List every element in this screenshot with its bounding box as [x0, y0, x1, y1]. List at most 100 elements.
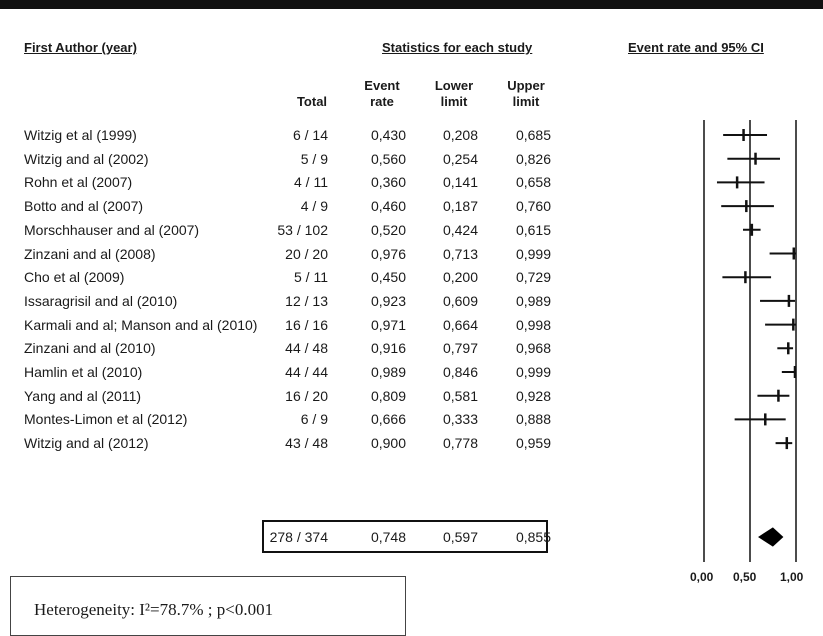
study-total: 6 / 14: [292, 127, 328, 143]
study-rate: 0,809: [370, 387, 406, 404]
study-total: 44 / 44: [285, 364, 328, 380]
event-rate-header-line1: Event: [364, 78, 400, 93]
study-author: Issaragrisil and al (2010): [24, 292, 178, 309]
table-row: Witzig and al (2012) 43 / 48 0,900 0,778 0,9…: [0, 432, 823, 454]
study-upper: 0,658: [515, 174, 551, 191]
summary-row: 278 / 374 0,748 0,597 0,855: [0, 526, 823, 548]
event-rate-ci-header: Event rate and 95% CI: [628, 40, 764, 55]
study-total: 16 / 16: [285, 316, 328, 333]
study-rate: 0,520: [370, 221, 406, 238]
study-lower: 0,609: [442, 292, 478, 309]
study-upper: 0,685: [515, 127, 551, 143]
table-row: Rohn et al (2007) 4 / 11 0,360 0,141 0,658: [0, 171, 823, 193]
study-lower: 0,141: [442, 174, 478, 191]
upper-limit-header: Upper limit: [500, 78, 552, 110]
study-rate: 0,430: [370, 127, 406, 143]
study-lower: 0,254: [442, 150, 478, 167]
study-upper: 0,729: [515, 269, 551, 286]
study-rate: 0,916: [370, 340, 406, 357]
study-lower: 0,200: [442, 269, 478, 286]
study-upper: 0,959: [515, 435, 551, 452]
study-rate: 0,460: [370, 198, 406, 215]
table-row: Montes-Limon et al (2012) 6 / 9 0,666 0,333…: [0, 408, 823, 430]
study-upper: 0,615: [515, 221, 551, 238]
study-lower: 0,797: [442, 340, 478, 357]
study-rate: 0,989: [370, 364, 406, 380]
study-rate: 0,360: [370, 174, 406, 191]
study-upper: 0,888: [515, 411, 551, 428]
study-total: 20 / 20: [285, 245, 328, 262]
study-author: Witzig et al (1999): [24, 127, 137, 143]
study-lower: 0,424: [442, 221, 478, 238]
study-author: Botto and al (2007): [24, 198, 144, 215]
study-lower: 0,581: [442, 387, 478, 404]
study-author: Yang and al (2011): [24, 387, 142, 404]
total-header: Total: [296, 94, 328, 109]
study-upper: 0,999: [515, 245, 551, 262]
study-total: 44 / 48: [285, 340, 328, 357]
study-rate: 0,666: [370, 411, 406, 428]
table-row: Cho et al (2009) 5 / 11 0,450 0,200 0,729: [0, 266, 823, 288]
study-author: Karmali and al; Manson and al (2010): [24, 316, 258, 333]
event-rate-header-line2: rate: [370, 94, 394, 109]
summary-lower: 0,597: [442, 529, 478, 545]
top-rule: [0, 0, 823, 9]
study-lower: 0,713: [442, 245, 478, 262]
study-lower: 0,333: [442, 411, 478, 428]
pooled-diamond: [758, 527, 784, 547]
study-upper: 0,968: [515, 340, 551, 357]
table-row: Botto and al (2007) 4 / 9 0,460 0,187 0,760: [0, 195, 823, 217]
study-author: Zinzani and al (2008): [24, 245, 156, 262]
study-author: Morschhauser and al (2007): [24, 221, 200, 238]
study-total: 6 / 9: [300, 411, 328, 428]
table-row: Zinzani and al (2010) 44 / 48 0,916 0,797 0,…: [0, 337, 823, 359]
table-row: Issaragrisil and al (2010) 12 / 13 0,923 0,…: [0, 290, 823, 312]
study-lower: 0,664: [442, 316, 478, 333]
study-author: Rohn et al (2007): [24, 174, 133, 191]
table-row: Yang and al (2011) 16 / 20 0,809 0,581 0,928: [0, 385, 823, 407]
study-author: Zinzani and al (2010): [24, 340, 156, 357]
table-row: Morschhauser and al (2007) 53 / 102 0,520 0…: [0, 219, 823, 241]
study-rate: 0,560: [370, 150, 406, 167]
study-lower: 0,846: [442, 364, 478, 380]
upper-limit-header-line1: Upper: [507, 78, 545, 93]
study-rate: 0,923: [370, 292, 406, 309]
study-upper: 0,826: [515, 150, 551, 167]
study-rate: 0,971: [370, 316, 406, 333]
study-rate: 0,450: [370, 269, 406, 286]
study-total: 5 / 9: [300, 150, 328, 167]
study-total: 16 / 20: [285, 387, 328, 404]
table-row: Witzig and al (2002) 5 / 9 0,560 0,254 0,826: [0, 148, 823, 170]
study-total: 4 / 11: [294, 174, 328, 191]
summary-upper: 0,855: [515, 529, 551, 545]
x-tick-1: 0,50: [733, 570, 757, 584]
study-rate: 0,900: [370, 435, 406, 452]
study-author: Hamlin et al (2010): [24, 364, 143, 380]
study-total: 12 / 13: [285, 292, 328, 309]
table-row: Witzig et al (1999) 6 / 14 0,430 0,208 0,685: [0, 124, 823, 146]
lower-limit-header-line2: limit: [440, 94, 468, 109]
upper-limit-header-line2: limit: [512, 94, 540, 109]
study-author: Witzig and al (2012): [24, 435, 149, 452]
heterogeneity-text: Heterogeneity: I²=78.7% ; p<0.001: [34, 600, 274, 619]
study-upper: 0,760: [515, 198, 551, 215]
study-author: Montes-Limon et al (2012): [24, 411, 188, 428]
x-tick-2: 1,00: [780, 570, 804, 584]
study-total: 53 / 102: [277, 221, 328, 238]
summary-rate: 0,748: [370, 529, 406, 545]
study-lower: 0,778: [442, 435, 478, 452]
summary-box: [262, 520, 548, 553]
x-tick-0: 0,00: [690, 570, 714, 584]
study-upper: 0,989: [515, 292, 551, 309]
study-upper: 0,928: [515, 387, 551, 404]
summary-total: 278 / 374: [269, 529, 328, 545]
study-author: Cho et al (2009): [24, 269, 125, 286]
study-rate: 0,976: [370, 245, 406, 262]
study-total: 5 / 11: [294, 269, 328, 286]
lower-limit-header-line1: Lower: [434, 78, 474, 93]
study-total: 43 / 48: [285, 435, 328, 452]
table-row: Hamlin et al (2010) 44 / 44 0,989 0,846 0,99…: [0, 361, 823, 383]
statistics-header: Statistics for each study: [382, 40, 533, 55]
first-author-header: First Author (year): [24, 40, 137, 55]
